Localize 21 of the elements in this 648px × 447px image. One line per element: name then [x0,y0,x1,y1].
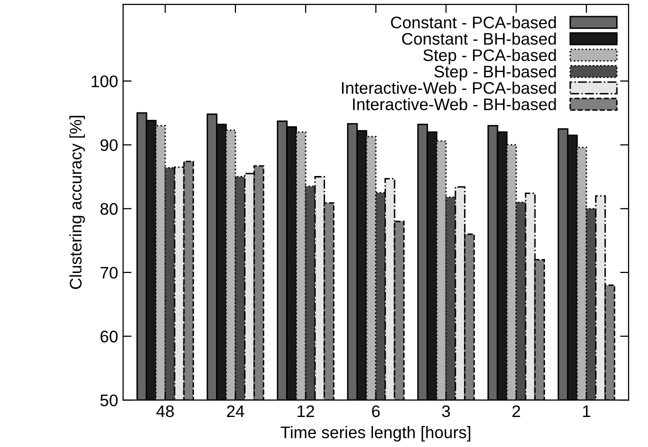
x-tick-label: 6 [372,405,380,418]
x-axis-title: Time series length [hours] [280,426,470,442]
legend-label: Interactive-Web - BH-based [353,98,556,110]
x-tick-label: 2 [512,405,520,418]
y-tick-label: 90 [100,139,118,152]
y-tick-label: 70 [100,266,118,279]
legend-label: Step - BH-based [434,65,556,81]
x-tick-label: 48 [156,405,174,418]
x-tick-label: 1 [583,406,590,418]
y-tick-label: 60 [100,330,118,342]
x-tick-label: 12 [298,405,314,418]
y-axis-title: Clustering accuracy [%] [69,116,85,289]
x-tick-label: 3 [442,405,450,418]
legend-label: Interactive-Web - PCA-based [342,82,556,94]
x-tick-label: 24 [227,405,244,418]
y-tick-label: 100 [92,75,118,88]
y-tick-label: 50 [100,394,118,406]
legend-label: Constant - PCA-based [391,16,556,28]
y-tick-label: 80 [100,203,118,215]
legend-label: Constant - BH-based [402,32,556,45]
legend-label: Step - PCA-based [423,48,556,64]
